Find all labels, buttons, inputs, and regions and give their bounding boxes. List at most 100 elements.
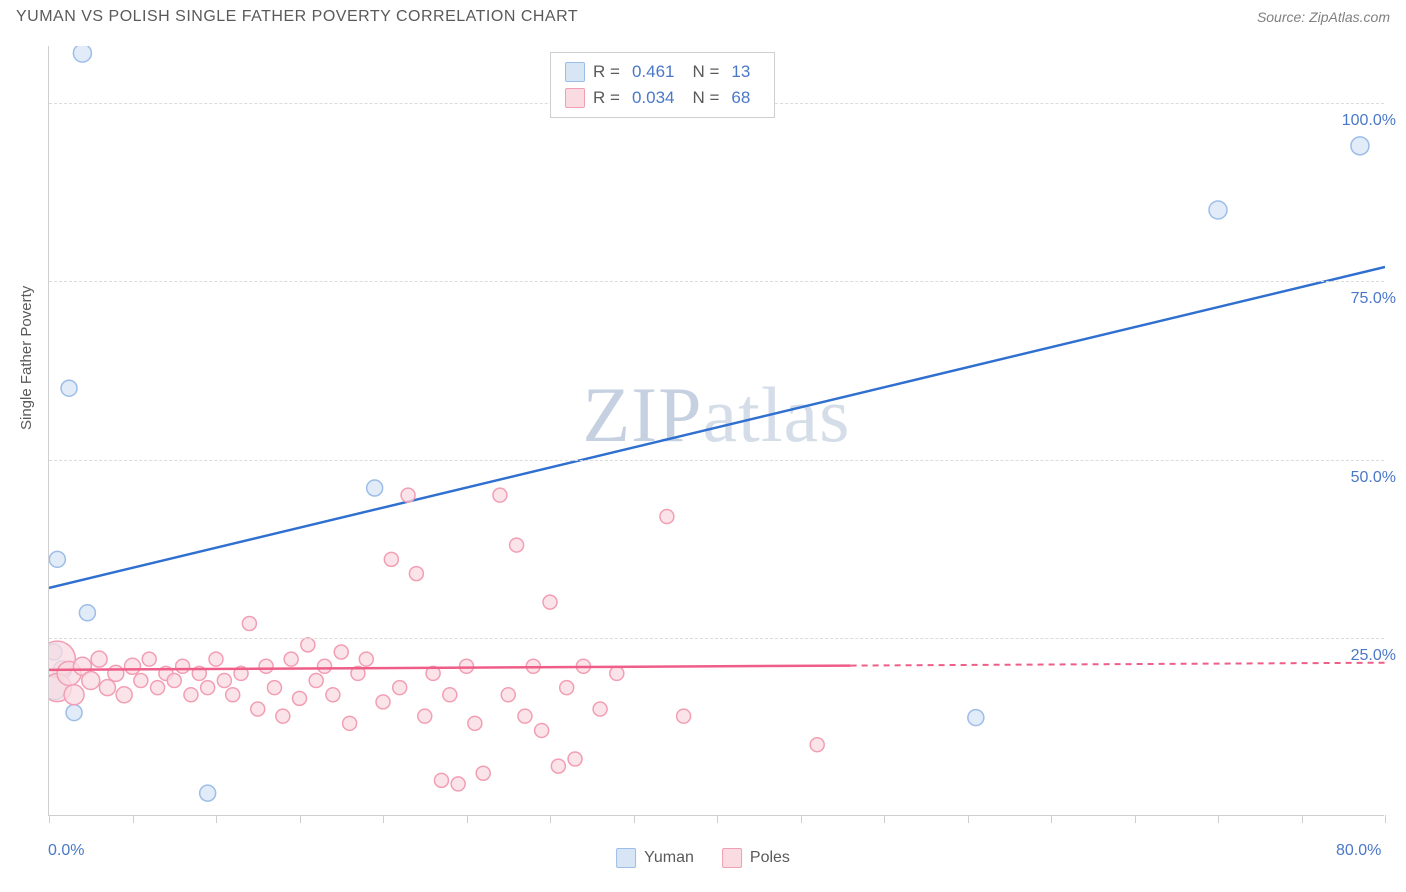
x-tick-label: 0.0% bbox=[48, 842, 84, 860]
x-tick bbox=[383, 815, 384, 823]
gridline bbox=[49, 281, 1384, 282]
x-tick bbox=[968, 815, 969, 823]
data-point bbox=[451, 777, 465, 791]
data-point bbox=[259, 659, 273, 673]
legend-series: Yuman Poles bbox=[616, 848, 790, 868]
data-point bbox=[968, 710, 984, 726]
legend-row: R =0.034N =68 bbox=[565, 85, 760, 111]
data-point bbox=[267, 681, 281, 695]
data-point bbox=[334, 645, 348, 659]
data-point bbox=[209, 652, 223, 666]
trend-line-dashed bbox=[851, 663, 1385, 666]
data-point bbox=[134, 674, 148, 688]
x-tick bbox=[1302, 815, 1303, 823]
x-tick bbox=[133, 815, 134, 823]
data-point bbox=[242, 617, 256, 631]
data-point bbox=[276, 709, 290, 723]
scatter-plot-svg bbox=[49, 46, 1385, 816]
data-point bbox=[610, 666, 624, 680]
x-tick bbox=[1218, 815, 1219, 823]
data-point bbox=[309, 674, 323, 688]
data-point bbox=[326, 688, 340, 702]
data-point bbox=[226, 688, 240, 702]
data-point bbox=[518, 709, 532, 723]
legend-swatch-icon bbox=[616, 848, 636, 868]
data-point bbox=[409, 567, 423, 581]
gridline bbox=[49, 460, 1384, 461]
data-point bbox=[1209, 201, 1227, 219]
data-point bbox=[501, 688, 515, 702]
data-point bbox=[301, 638, 315, 652]
data-point bbox=[551, 759, 565, 773]
data-point bbox=[66, 705, 82, 721]
y-tick-label: 25.0% bbox=[1351, 647, 1396, 665]
data-point bbox=[318, 659, 332, 673]
data-point bbox=[593, 702, 607, 716]
data-point bbox=[91, 651, 107, 667]
x-tick bbox=[467, 815, 468, 823]
trend-line bbox=[49, 267, 1385, 588]
source-label: Source: ZipAtlas.com bbox=[1257, 9, 1390, 25]
data-point bbox=[200, 785, 216, 801]
data-point bbox=[359, 652, 373, 666]
data-point bbox=[82, 672, 100, 690]
x-tick bbox=[884, 815, 885, 823]
data-point bbox=[460, 659, 474, 673]
data-point bbox=[217, 674, 231, 688]
data-point bbox=[384, 552, 398, 566]
chart-plot-area: ZIPatlas bbox=[48, 46, 1384, 816]
data-point bbox=[443, 688, 457, 702]
data-point bbox=[176, 659, 190, 673]
data-point bbox=[660, 510, 674, 524]
data-point bbox=[201, 681, 215, 695]
data-point bbox=[49, 551, 65, 567]
data-point bbox=[677, 709, 691, 723]
data-point bbox=[376, 695, 390, 709]
y-axis-label: Single Father Poverty bbox=[18, 286, 35, 430]
data-point bbox=[64, 685, 84, 705]
x-tick bbox=[49, 815, 50, 823]
data-point bbox=[343, 716, 357, 730]
data-point bbox=[251, 702, 265, 716]
data-point bbox=[418, 709, 432, 723]
data-point bbox=[810, 738, 824, 752]
data-point bbox=[116, 687, 132, 703]
data-point bbox=[1351, 137, 1369, 155]
data-point bbox=[493, 488, 507, 502]
data-point bbox=[184, 688, 198, 702]
data-point bbox=[73, 46, 91, 62]
legend-series-item: Yuman bbox=[616, 848, 694, 868]
data-point bbox=[560, 681, 574, 695]
x-tick bbox=[1385, 815, 1386, 823]
data-point bbox=[543, 595, 557, 609]
data-point bbox=[293, 691, 307, 705]
data-point bbox=[99, 680, 115, 696]
x-tick bbox=[1135, 815, 1136, 823]
legend-correlation: R =0.461N =13R =0.034N =68 bbox=[550, 52, 775, 118]
legend-swatch-icon bbox=[565, 88, 585, 108]
x-tick bbox=[1051, 815, 1052, 823]
x-tick-label: 80.0% bbox=[1336, 842, 1381, 860]
data-point bbox=[108, 665, 124, 681]
x-tick bbox=[550, 815, 551, 823]
x-tick bbox=[634, 815, 635, 823]
data-point bbox=[568, 752, 582, 766]
data-point bbox=[367, 480, 383, 496]
x-tick bbox=[300, 815, 301, 823]
x-tick bbox=[216, 815, 217, 823]
data-point bbox=[535, 723, 549, 737]
data-point bbox=[61, 380, 77, 396]
legend-series-item: Poles bbox=[722, 848, 790, 868]
data-point bbox=[476, 766, 490, 780]
data-point bbox=[167, 674, 181, 688]
y-tick-label: 75.0% bbox=[1351, 290, 1396, 308]
data-point bbox=[142, 652, 156, 666]
data-point bbox=[125, 658, 141, 674]
x-tick bbox=[717, 815, 718, 823]
data-point bbox=[510, 538, 524, 552]
x-tick bbox=[801, 815, 802, 823]
data-point bbox=[468, 716, 482, 730]
data-point bbox=[434, 773, 448, 787]
y-tick-label: 100.0% bbox=[1342, 112, 1396, 130]
data-point bbox=[284, 652, 298, 666]
